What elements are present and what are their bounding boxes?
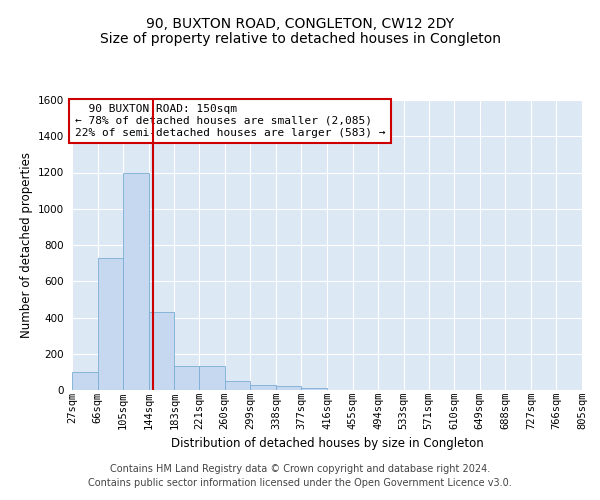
Bar [98,258,123,390]
Bar [250,384,276,390]
Bar [199,366,225,390]
Bar [301,388,327,390]
Bar [123,172,149,390]
Text: 90 BUXTON ROAD: 150sqm
← 78% of detached houses are smaller (2,085)
22% of semi-: 90 BUXTON ROAD: 150sqm ← 78% of detached… [74,104,385,138]
Text: 90, BUXTON ROAD, CONGLETON, CW12 2DY: 90, BUXTON ROAD, CONGLETON, CW12 2DY [146,18,454,32]
X-axis label: Distribution of detached houses by size in Congleton: Distribution of detached houses by size … [170,437,484,450]
Bar [276,386,301,390]
Bar [72,372,98,390]
Text: Size of property relative to detached houses in Congleton: Size of property relative to detached ho… [100,32,500,46]
Bar [149,312,174,390]
Y-axis label: Number of detached properties: Number of detached properties [20,152,32,338]
Bar [225,381,250,390]
Text: Contains HM Land Registry data © Crown copyright and database right 2024.
Contai: Contains HM Land Registry data © Crown c… [88,464,512,487]
Bar [174,366,199,390]
